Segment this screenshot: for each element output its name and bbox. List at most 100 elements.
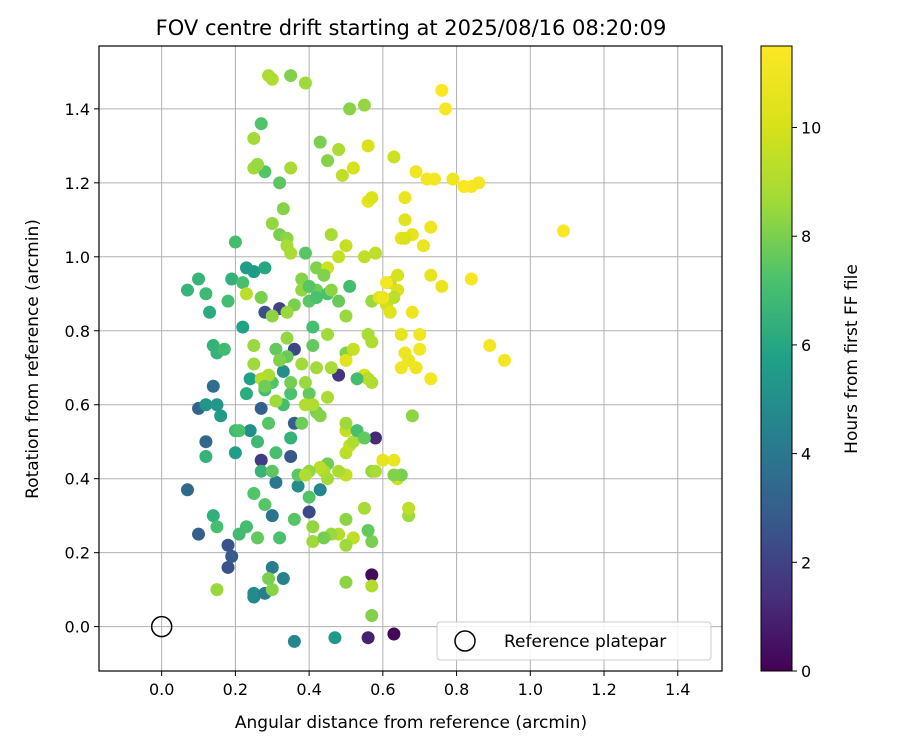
- colorbar: 0 2 4 6 8 10 Hours from first FF file: [760, 45, 862, 681]
- data-point: [424, 372, 438, 386]
- data-point: [435, 83, 449, 97]
- data-point: [295, 416, 309, 430]
- data-point: [199, 287, 213, 301]
- colorbar-label: Hours from first FF file: [842, 264, 862, 454]
- data-point: [346, 161, 360, 175]
- data-point: [254, 290, 268, 304]
- data-point: [284, 69, 298, 83]
- data-point: [284, 376, 298, 390]
- x-tick-label: 0.6: [370, 680, 395, 699]
- data-point: [324, 361, 338, 375]
- data-point: [332, 143, 346, 157]
- data-point: [236, 320, 250, 334]
- data-point: [405, 409, 419, 423]
- data-point: [387, 453, 401, 467]
- data-point: [435, 279, 449, 293]
- data-point: [228, 446, 242, 460]
- data-point: [214, 409, 228, 423]
- data-point: [239, 287, 253, 301]
- data-point: [273, 531, 287, 545]
- y-axis-ticks: 0.0 0.2 0.4 0.6 0.8 1.0 1.2 1.4: [65, 100, 99, 637]
- colorbar-tick-label: 0: [801, 662, 811, 681]
- data-points: [180, 69, 570, 648]
- data-point: [269, 446, 283, 460]
- data-point: [180, 283, 194, 297]
- data-point: [343, 102, 357, 116]
- x-axis-ticks: 0.0 0.2 0.4 0.6 0.8 1.0 1.2 1.4: [149, 671, 690, 699]
- data-point: [280, 331, 294, 345]
- data-point: [243, 424, 257, 438]
- data-point: [365, 609, 379, 623]
- data-point: [368, 431, 382, 445]
- x-tick-label: 1.2: [591, 680, 616, 699]
- y-tick-label: 0.6: [65, 396, 90, 415]
- data-point: [247, 586, 261, 600]
- data-point: [251, 157, 265, 171]
- data-point: [199, 398, 213, 412]
- data-point: [217, 342, 231, 356]
- data-point: [339, 239, 353, 253]
- data-point: [313, 461, 327, 475]
- y-tick-label: 1.0: [65, 248, 90, 267]
- data-point: [394, 361, 408, 375]
- colorbar-ticks: 0 2 4 6 8 10: [792, 119, 821, 681]
- x-tick-label: 1.0: [518, 680, 543, 699]
- data-point: [361, 631, 375, 645]
- data-point: [236, 276, 250, 290]
- chart-title: FOV centre drift starting at 2025/08/16 …: [156, 16, 667, 40]
- data-point: [225, 272, 239, 286]
- data-point: [225, 549, 239, 563]
- data-point: [284, 450, 298, 464]
- data-point: [339, 353, 353, 367]
- data-point: [199, 450, 213, 464]
- legend-box: [436, 621, 712, 661]
- data-point: [210, 583, 224, 597]
- data-point: [339, 538, 353, 552]
- data-point: [221, 560, 235, 574]
- data-point: [284, 431, 298, 445]
- data-point: [376, 290, 390, 304]
- colorbar-gradient: [760, 45, 793, 672]
- data-point: [457, 180, 471, 194]
- data-point: [254, 117, 268, 131]
- data-point: [287, 512, 301, 526]
- data-point: [306, 535, 320, 549]
- data-point: [472, 176, 486, 190]
- data-point: [287, 634, 301, 648]
- x-axis-label: Angular distance from reference (arcmin): [235, 713, 587, 733]
- data-point: [258, 379, 272, 393]
- data-point: [298, 468, 312, 482]
- y-tick-label: 0.2: [65, 544, 90, 563]
- data-point: [387, 290, 401, 304]
- data-point: [398, 191, 412, 205]
- legend: Reference platepar: [436, 621, 712, 661]
- data-point: [343, 279, 357, 293]
- data-point: [269, 475, 283, 489]
- data-point: [280, 305, 294, 319]
- data-point: [254, 453, 268, 467]
- data-point: [203, 305, 217, 319]
- data-point: [357, 250, 371, 264]
- data-point: [276, 572, 290, 586]
- data-point: [284, 387, 298, 401]
- data-point: [265, 72, 279, 86]
- data-point: [284, 246, 298, 260]
- data-point: [269, 394, 283, 408]
- data-point: [439, 102, 453, 116]
- data-point: [398, 213, 412, 227]
- data-point: [313, 483, 327, 497]
- data-point: [221, 538, 235, 552]
- data-point: [298, 376, 312, 390]
- data-point: [306, 520, 320, 534]
- data-point: [262, 416, 276, 430]
- data-point: [361, 372, 375, 386]
- colorbar-tick-label: 10: [801, 119, 821, 138]
- data-point: [258, 498, 272, 512]
- data-point: [556, 224, 570, 238]
- data-point: [247, 486, 261, 500]
- data-point: [298, 398, 312, 412]
- data-point: [180, 483, 194, 497]
- data-point: [424, 220, 438, 234]
- legend-label: Reference platepar: [504, 632, 666, 652]
- data-point: [357, 501, 371, 515]
